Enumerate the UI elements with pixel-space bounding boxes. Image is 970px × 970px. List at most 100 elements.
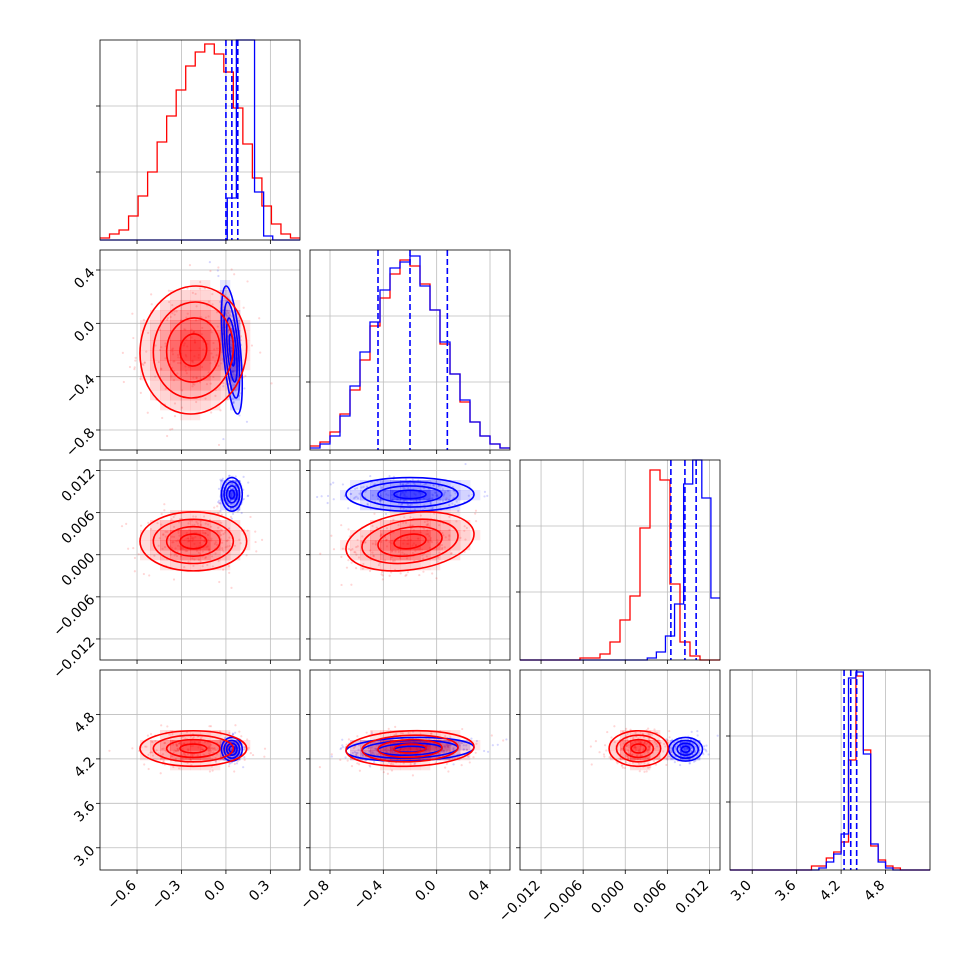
scatter-point bbox=[606, 730, 609, 734]
scatter-point bbox=[146, 411, 149, 414]
density-cell bbox=[190, 540, 201, 551]
scatter-point bbox=[457, 509, 460, 513]
scatter-point bbox=[394, 725, 397, 728]
scatter-point bbox=[461, 727, 464, 731]
scatter-point bbox=[173, 415, 177, 418]
scatter-point bbox=[222, 568, 225, 571]
scatter-point bbox=[159, 772, 162, 775]
scatter-point bbox=[204, 557, 207, 560]
scatter-point bbox=[242, 748, 246, 751]
scatter-point bbox=[191, 382, 195, 386]
scatter-point bbox=[645, 770, 648, 773]
scatter-point bbox=[228, 731, 231, 735]
scatter-point bbox=[433, 512, 436, 515]
scatter-point bbox=[402, 507, 405, 510]
scatter-point bbox=[232, 487, 235, 490]
density-cell bbox=[210, 310, 221, 321]
scatter-point bbox=[160, 346, 163, 349]
y-tick-label: 0.006 bbox=[59, 508, 99, 548]
scatter-point bbox=[214, 760, 218, 763]
x-tick-label: 0.012 bbox=[673, 878, 713, 918]
scatter-point bbox=[233, 383, 236, 387]
scatter-point bbox=[442, 749, 445, 752]
scatter-point bbox=[207, 315, 210, 318]
scatter-point bbox=[154, 375, 157, 378]
contour-level bbox=[393, 743, 427, 754]
y-tick-label: 0.0 bbox=[71, 318, 98, 345]
density-cell bbox=[200, 310, 211, 321]
scatter-point bbox=[669, 749, 672, 752]
scatter-point bbox=[201, 550, 204, 553]
scatter-point bbox=[330, 755, 333, 758]
contours-series-1 bbox=[345, 476, 475, 513]
scatter-point bbox=[246, 494, 249, 498]
density-cell bbox=[420, 510, 431, 521]
density-cell bbox=[410, 520, 421, 531]
scatter-point bbox=[246, 529, 249, 532]
scatter-point bbox=[429, 501, 432, 505]
density-cell bbox=[360, 500, 371, 511]
scatter-point bbox=[340, 747, 343, 750]
scatter-point bbox=[463, 525, 466, 528]
density-cell bbox=[380, 540, 391, 551]
density-cell bbox=[410, 560, 421, 571]
scatter-point bbox=[632, 737, 635, 740]
scatter-point bbox=[505, 738, 508, 741]
scatter-point bbox=[171, 427, 174, 431]
scatter-point bbox=[371, 524, 374, 528]
scatter-point bbox=[217, 560, 220, 563]
density-cell bbox=[210, 520, 221, 531]
density-cell bbox=[410, 530, 421, 541]
density-cell bbox=[420, 530, 431, 541]
density-cell bbox=[400, 560, 411, 571]
density-cell bbox=[230, 370, 241, 381]
scatter-point bbox=[356, 762, 359, 765]
scatter-point bbox=[163, 546, 167, 549]
scatter-point bbox=[624, 760, 627, 763]
scatter-point bbox=[219, 478, 222, 481]
scatter-point bbox=[243, 756, 246, 759]
scatter-point bbox=[177, 521, 181, 524]
density-cell bbox=[400, 510, 411, 521]
density-cell bbox=[390, 500, 401, 511]
scatter-point bbox=[132, 547, 135, 550]
scatter-point bbox=[162, 747, 165, 750]
scatter-point bbox=[449, 744, 452, 747]
density-cell bbox=[460, 540, 471, 551]
y-tick-label: −0.4 bbox=[63, 372, 98, 407]
density-cell bbox=[430, 520, 441, 531]
scatter-point bbox=[232, 502, 236, 506]
density-cell bbox=[210, 390, 221, 401]
scatter-point bbox=[345, 566, 349, 569]
scatter-point bbox=[404, 478, 408, 481]
scatter-point bbox=[131, 312, 134, 315]
scatter-point bbox=[465, 748, 468, 751]
scatter-point bbox=[665, 757, 668, 760]
scatter-point bbox=[204, 397, 207, 400]
scatter-point bbox=[623, 766, 627, 770]
contour-level bbox=[152, 301, 235, 399]
density-cell bbox=[160, 350, 171, 361]
scatter-point bbox=[173, 313, 176, 316]
density-cell bbox=[360, 540, 371, 551]
density-cell bbox=[210, 400, 221, 411]
scatter-point bbox=[610, 736, 613, 739]
scatter-point bbox=[465, 526, 468, 530]
scatter-point bbox=[201, 565, 204, 568]
scatter-point bbox=[605, 749, 608, 752]
density-cell bbox=[380, 490, 391, 501]
scatter-point bbox=[362, 562, 365, 566]
contours-series-0 bbox=[345, 729, 475, 768]
scatter-point bbox=[517, 521, 519, 523]
density-cell bbox=[200, 400, 211, 411]
scatter-point bbox=[383, 559, 387, 562]
density-cell bbox=[420, 520, 431, 531]
contours-series-0 bbox=[345, 511, 475, 572]
scatter-point bbox=[387, 727, 390, 730]
scatter-point bbox=[415, 499, 418, 503]
contour-level bbox=[361, 518, 459, 565]
scatter-point bbox=[349, 549, 352, 552]
scatter-point bbox=[620, 747, 623, 751]
scatter-point bbox=[214, 756, 217, 760]
scatter-point bbox=[455, 500, 458, 503]
